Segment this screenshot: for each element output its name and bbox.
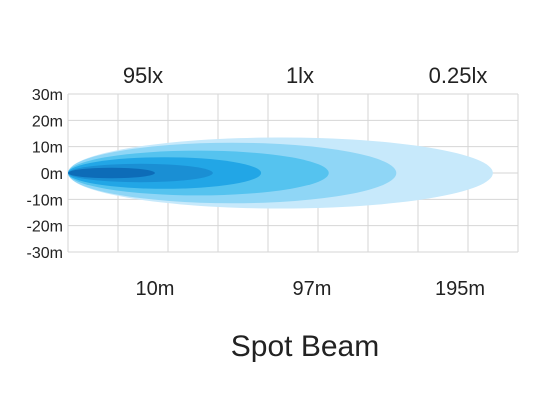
- y-tick-label: -20m: [27, 219, 63, 236]
- x-tick-label: 195m: [435, 278, 485, 300]
- beam-contours: [68, 137, 493, 209]
- x-tick-label: 97m: [293, 278, 332, 300]
- beam-contour-c1: [68, 167, 155, 179]
- y-tick-label: 10m: [32, 140, 63, 157]
- y-tick-label: 30m: [32, 87, 63, 104]
- y-tick-label: -10m: [27, 192, 63, 209]
- lux-label: 0.25lx: [429, 63, 488, 88]
- x-tick-label: 10m: [136, 278, 175, 300]
- y-tick-label: -30m: [27, 245, 63, 262]
- lux-label: 95lx: [123, 63, 163, 88]
- lux-label: 1lx: [286, 63, 314, 88]
- y-tick-label: 0m: [41, 166, 63, 183]
- x-axis-ticks: 10m 97m 195m: [136, 278, 485, 300]
- lux-labels: 95lx 1lx 0.25lx: [123, 63, 488, 88]
- chart-title: Spot Beam: [231, 330, 379, 363]
- y-tick-label: 20m: [32, 113, 63, 130]
- y-axis-ticks: 30m 20m 10m 0m -10m -20m -30m: [27, 87, 63, 262]
